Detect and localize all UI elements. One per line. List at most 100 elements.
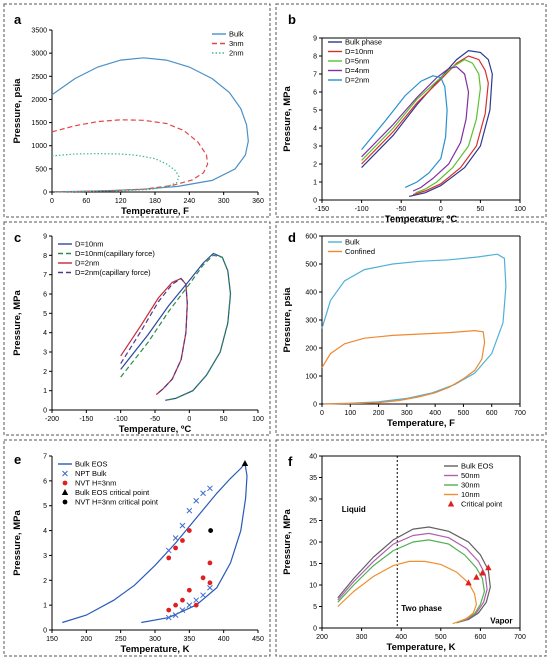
- legend-label: Bulk EOS: [75, 460, 108, 469]
- legend-swatch: [62, 470, 68, 477]
- y-axis-label: Pressure, psia: [282, 287, 293, 353]
- y-tick-label: 1: [43, 388, 47, 395]
- series-line: [120, 277, 188, 395]
- legend-swatch: [61, 489, 69, 495]
- legend-label: NVT H=3nm: [75, 479, 116, 488]
- y-tick-label: 8: [313, 54, 317, 61]
- y-tick-label: 9: [313, 36, 317, 43]
- data-point: [180, 538, 185, 543]
- legend-swatch: [62, 499, 68, 505]
- y-tick-label: 2: [43, 369, 47, 376]
- y-tick-label: 4: [313, 126, 317, 133]
- y-tick-label: 6: [43, 292, 47, 299]
- y-tick-label: 0: [43, 408, 47, 415]
- y-tick-label: 500: [35, 166, 47, 173]
- y-tick-label: 15: [309, 561, 317, 568]
- x-axis-label: Temperature, F: [121, 206, 189, 217]
- x-tick-label: 100: [514, 206, 526, 213]
- legend-label: D=2nm: [345, 76, 369, 85]
- data-point: [485, 564, 492, 571]
- y-axis-label: Pressure, MPa: [12, 290, 23, 356]
- x-tick-label: 300: [218, 198, 230, 205]
- x-tick-label: 200: [373, 410, 385, 417]
- x-axis-label: Temperature, K: [387, 642, 456, 653]
- legend-label: Confined: [345, 247, 375, 256]
- y-tick-label: 3: [43, 350, 47, 357]
- y-tick-label: 4: [43, 528, 47, 535]
- data-point: [166, 555, 172, 561]
- panel-label: a: [14, 12, 22, 27]
- panel-label: b: [288, 12, 296, 27]
- y-tick-label: 3: [43, 553, 47, 560]
- data-point: [166, 607, 172, 613]
- x-tick-label: 700: [514, 410, 526, 417]
- series-line: [361, 58, 482, 194]
- legend-label: D=5nm: [345, 57, 369, 66]
- series-line: [361, 55, 489, 196]
- data-point: [186, 507, 193, 514]
- x-tick-label: 600: [486, 410, 498, 417]
- y-tick-label: 5: [313, 108, 317, 115]
- y-tick-label: 6: [43, 478, 47, 485]
- series-line: [120, 254, 232, 401]
- x-tick-label: 0: [187, 416, 191, 423]
- y-tick-label: 6: [313, 90, 317, 97]
- panel-b: -150 -100 -50 0 50 100 0 1 2 3 4 5 6 7 8 9 Temperature, …: [275, 3, 547, 225]
- legend-label: D=10nm(capillary force): [75, 249, 155, 258]
- legend-label: 10nm: [461, 490, 480, 499]
- y-tick-label: 2: [313, 162, 317, 169]
- x-tick-label: -50: [150, 416, 160, 423]
- data-point: [193, 602, 199, 608]
- legend-label: Bulk phase: [345, 38, 382, 47]
- x-tick-label: 120: [115, 198, 127, 205]
- data-point: [207, 584, 213, 591]
- x-tick-label: 350: [183, 636, 195, 643]
- series-line: [337, 539, 486, 624]
- legend-label: Bulk EOS critical point: [75, 488, 150, 497]
- y-tick-label: 300: [305, 318, 317, 325]
- x-tick-label: 700: [514, 634, 526, 641]
- series-line: [337, 532, 488, 624]
- legend-label: NPT Bulk: [75, 469, 107, 478]
- x-tick-label: 400: [395, 634, 407, 641]
- legend-label: D=2nm(capillary force): [75, 268, 151, 277]
- y-tick-label: 3500: [31, 28, 47, 35]
- series-line: [62, 463, 246, 624]
- data-point: [208, 528, 214, 533]
- legend-label: 50nm: [461, 471, 480, 480]
- data-point: [200, 490, 206, 497]
- series-line: [51, 152, 180, 193]
- y-tick-label: 0: [43, 628, 47, 635]
- legend-label: 3nm: [229, 39, 244, 48]
- data-point: [207, 560, 213, 566]
- data-point: [207, 485, 213, 492]
- y-tick-label: 10: [309, 583, 317, 590]
- legend-label: Bulk EOS: [461, 462, 494, 471]
- y-tick-label: 20: [309, 540, 317, 547]
- x-tick-label: 100: [344, 410, 356, 417]
- panel-frame: [3, 3, 271, 218]
- legend-label: D=4nm: [345, 66, 369, 75]
- annotation-vapor: Vapor: [490, 617, 512, 626]
- x-axis-label: Temperature, ºC: [119, 424, 192, 435]
- annotation-two-phase: Two phase: [401, 604, 442, 613]
- y-tick-label: 0: [313, 402, 317, 409]
- x-tick-label: 500: [435, 634, 447, 641]
- x-tick-label: 0: [50, 198, 54, 205]
- panel-label: e: [14, 452, 21, 467]
- x-tick-label: 180: [149, 198, 161, 205]
- data-point: [241, 459, 249, 466]
- y-tick-label: 600: [305, 234, 317, 241]
- y-tick-label: 35: [309, 475, 317, 482]
- y-axis-label: Pressure, MPa: [282, 509, 293, 575]
- data-point: [179, 522, 186, 529]
- panel-label: f: [288, 454, 293, 469]
- y-tick-label: 25: [309, 518, 317, 525]
- x-tick-label: 100: [252, 416, 264, 423]
- annotation-liquid: Liquid: [342, 505, 366, 514]
- y-tick-label: 5: [43, 503, 47, 510]
- x-tick-label: 0: [439, 206, 443, 213]
- x-tick-label: 400: [218, 636, 230, 643]
- y-tick-label: 7: [43, 454, 47, 461]
